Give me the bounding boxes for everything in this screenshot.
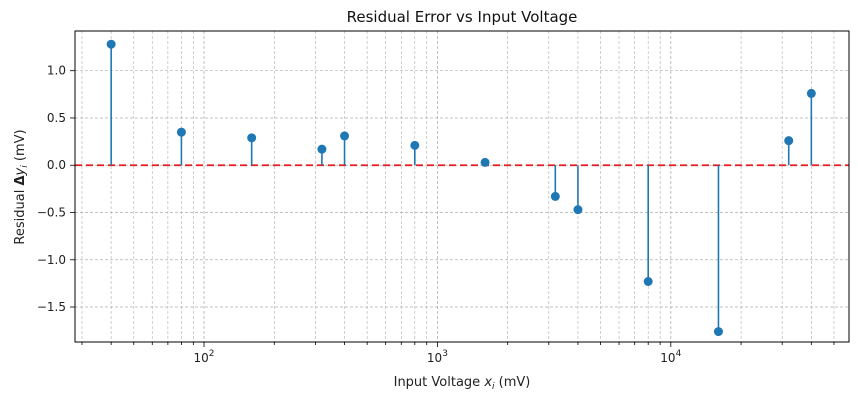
plot-frame <box>74 30 850 343</box>
stem-marker <box>410 140 420 150</box>
stem-marker <box>480 157 490 167</box>
stem-marker <box>806 88 816 98</box>
markers <box>106 39 816 337</box>
stem-marker <box>573 205 583 215</box>
x-tick-label-exponent: 4 <box>676 349 682 359</box>
y-tick-label: 1.0 <box>47 64 66 78</box>
stem-marker <box>550 191 560 201</box>
stem-marker <box>176 127 186 137</box>
x-tick-label: 102 <box>194 349 215 365</box>
stem-marker <box>340 131 350 141</box>
x-tick-label-exponent: 3 <box>442 349 448 359</box>
y-tick-label: −1.0 <box>37 253 66 267</box>
x-tick-label: 103 <box>427 349 448 365</box>
x-tick-label-base: 10 <box>194 351 209 365</box>
stem-marker <box>106 39 116 49</box>
y-axis-label: Residual Δyi (mV) <box>13 129 30 244</box>
x-tick-label-base: 10 <box>427 351 442 365</box>
y-tick-label: −0.5 <box>37 205 66 219</box>
x-tick-label: 104 <box>660 349 681 365</box>
chart-title: Residual Error vs Input Voltage <box>347 8 578 26</box>
stem-marker <box>247 133 257 143</box>
y-tick-label: 0.0 <box>47 158 66 172</box>
x-tick-label-exponent: 2 <box>209 349 215 359</box>
stem-marker <box>713 327 723 337</box>
y-tick-label: −1.5 <box>37 300 66 314</box>
x-axis-label: Input Voltage xi (mV) <box>394 375 531 392</box>
stems <box>110 44 813 332</box>
stem-marker <box>784 136 794 146</box>
grid <box>75 31 849 342</box>
stem-marker <box>317 144 327 154</box>
x-tick-label-base: 10 <box>660 351 675 365</box>
y-tick-label: 0.5 <box>47 111 66 125</box>
stem-marker <box>643 277 653 287</box>
